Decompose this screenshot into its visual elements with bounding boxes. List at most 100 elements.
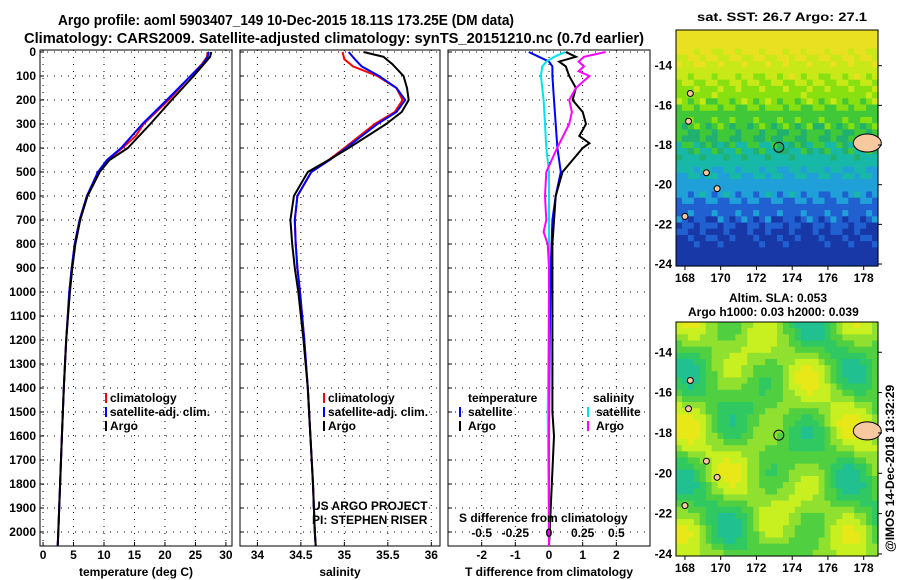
map-cell <box>842 172 849 180</box>
map-cell <box>848 531 855 539</box>
map-cell <box>705 519 713 526</box>
map-cell <box>759 48 766 56</box>
map-cell <box>699 488 707 496</box>
map-cell <box>687 402 695 409</box>
map-cell <box>848 543 855 551</box>
map-cell <box>830 322 838 329</box>
map-cell <box>747 322 754 329</box>
map-cell <box>794 48 802 56</box>
map-cell <box>747 148 754 155</box>
map-cell <box>723 334 731 342</box>
map-cell <box>741 408 748 415</box>
map-cell <box>806 185 814 193</box>
map-cell <box>866 42 873 50</box>
map-cell <box>723 445 731 452</box>
map-cell <box>836 179 843 186</box>
map-cell <box>771 191 778 199</box>
map-cell <box>759 395 766 403</box>
map-y-tick-label: -22 <box>655 217 673 231</box>
map-cell <box>812 340 820 348</box>
map-cell <box>806 253 814 261</box>
map-cell <box>705 79 713 87</box>
map-cell <box>800 129 808 137</box>
map-cell <box>676 322 683 329</box>
map-cell <box>860 67 867 75</box>
map-cell <box>794 247 802 255</box>
map-cell <box>860 234 867 242</box>
map-cell <box>866 500 873 508</box>
map-cell <box>824 439 832 446</box>
map-cell <box>693 110 701 118</box>
map-cell <box>741 543 748 551</box>
map-cell <box>711 500 719 508</box>
map-cell <box>729 110 737 118</box>
map-cell <box>753 457 760 465</box>
map-cell <box>729 228 737 236</box>
map-cell <box>818 104 826 112</box>
map-cell <box>866 210 873 217</box>
map-cell <box>836 123 843 130</box>
map-cell <box>723 172 731 180</box>
map-cell <box>830 197 838 205</box>
map-cell <box>693 525 701 532</box>
map-cell <box>747 408 754 415</box>
map-cell <box>836 48 843 56</box>
map-cell <box>866 457 873 465</box>
map-cell <box>860 328 867 335</box>
map-cell <box>771 414 778 422</box>
map-cell <box>771 420 778 428</box>
map-cell <box>842 451 849 459</box>
map-cell <box>699 322 707 329</box>
map-cell <box>705 110 713 118</box>
map-cell <box>806 549 814 557</box>
map-cell <box>848 506 855 514</box>
map-cell <box>711 463 719 471</box>
map-cell <box>711 203 719 211</box>
map-cell <box>800 67 808 75</box>
map-cell <box>806 135 814 143</box>
map-cell <box>806 328 814 335</box>
map-cell <box>676 210 683 217</box>
map-cell <box>729 172 737 180</box>
map-cell <box>860 525 867 532</box>
map-cell <box>794 253 802 261</box>
map-cell <box>788 61 796 68</box>
map-cell <box>729 148 737 155</box>
map-cell <box>759 222 766 230</box>
map-cell <box>747 172 754 180</box>
map-cell <box>753 67 760 75</box>
map-cell <box>842 383 849 391</box>
map-cell <box>711 172 719 180</box>
x2-tick-label: 0 <box>546 526 553 540</box>
map-cell <box>735 148 742 155</box>
map-cell <box>800 148 808 155</box>
map-cell <box>723 322 731 329</box>
map-cell <box>854 154 861 162</box>
map-cell <box>735 98 742 106</box>
map-cell <box>747 525 754 532</box>
map-cell <box>765 469 772 477</box>
map-cell <box>777 506 784 514</box>
map-cell <box>681 110 689 118</box>
map-cell <box>794 328 802 335</box>
map-cell <box>747 123 754 130</box>
map-cell <box>723 408 731 415</box>
map-cell <box>830 494 838 502</box>
map-cell <box>842 123 849 130</box>
map-cell <box>753 426 760 434</box>
map-cell <box>854 228 861 236</box>
map-cell <box>741 549 748 557</box>
map-cell <box>711 123 719 130</box>
map-cell <box>699 259 707 267</box>
map-cell <box>705 67 713 75</box>
map-cell <box>747 531 754 539</box>
map-cell <box>735 500 742 508</box>
map-cell <box>848 439 855 446</box>
map-cell <box>854 549 861 557</box>
x-tick-label: 35.5 <box>376 548 400 562</box>
map-cell <box>741 475 748 483</box>
map-cell <box>705 92 713 99</box>
map-cell <box>866 185 873 193</box>
map-cell <box>735 247 742 255</box>
map-cell <box>735 445 742 452</box>
